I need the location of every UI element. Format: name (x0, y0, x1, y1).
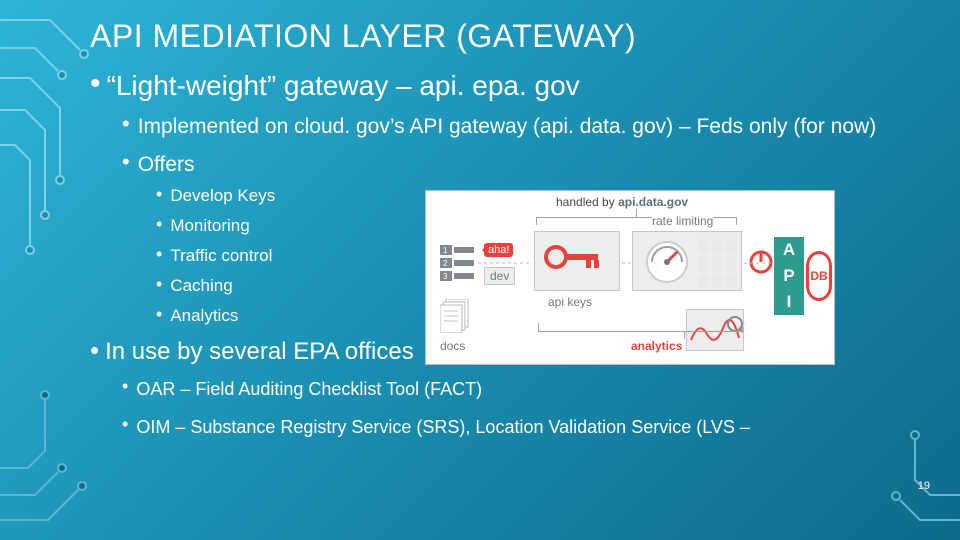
bullet-icon: • (156, 245, 162, 263)
bullet-text: Traffic control (170, 245, 272, 267)
bullet-icon: • (122, 151, 130, 173)
bullet-icon: • (156, 275, 162, 293)
page-number: 19 (918, 480, 930, 492)
bullet-text: “Light-weight” gateway – api. epa. gov (107, 69, 580, 103)
bullet-icon: • (90, 69, 101, 99)
bullet-text: OAR – Field Auditing Checklist Tool (FAC… (136, 375, 482, 403)
bullet-text: Develop Keys (170, 185, 275, 207)
bullet-text: OIM – Substance Registry Service (SRS), … (136, 413, 750, 441)
bullet-icon: • (122, 413, 128, 435)
bullet-icon: • (122, 375, 128, 397)
bullet-text: Analytics (170, 305, 238, 327)
bullet-text: In use by several EPA offices (105, 337, 414, 367)
bullet-icon: • (122, 113, 130, 135)
bullet-icon: • (156, 185, 162, 203)
bullet-text: Offers (138, 151, 195, 179)
api-gateway-diagram: handled by api.data.gov 1 2 3 aha! dev d… (425, 190, 835, 365)
bullet-icon: • (156, 305, 162, 323)
bullet-text: Caching (170, 275, 232, 297)
bullet-icon: • (156, 215, 162, 233)
bullet-text: Implemented on cloud. gov’s API gateway … (138, 113, 877, 141)
bullet-text: Monitoring (170, 215, 249, 237)
bullet-icon: • (90, 337, 99, 363)
slide-title: API MEDIATION LAYER (GATEWAY) (90, 18, 940, 55)
